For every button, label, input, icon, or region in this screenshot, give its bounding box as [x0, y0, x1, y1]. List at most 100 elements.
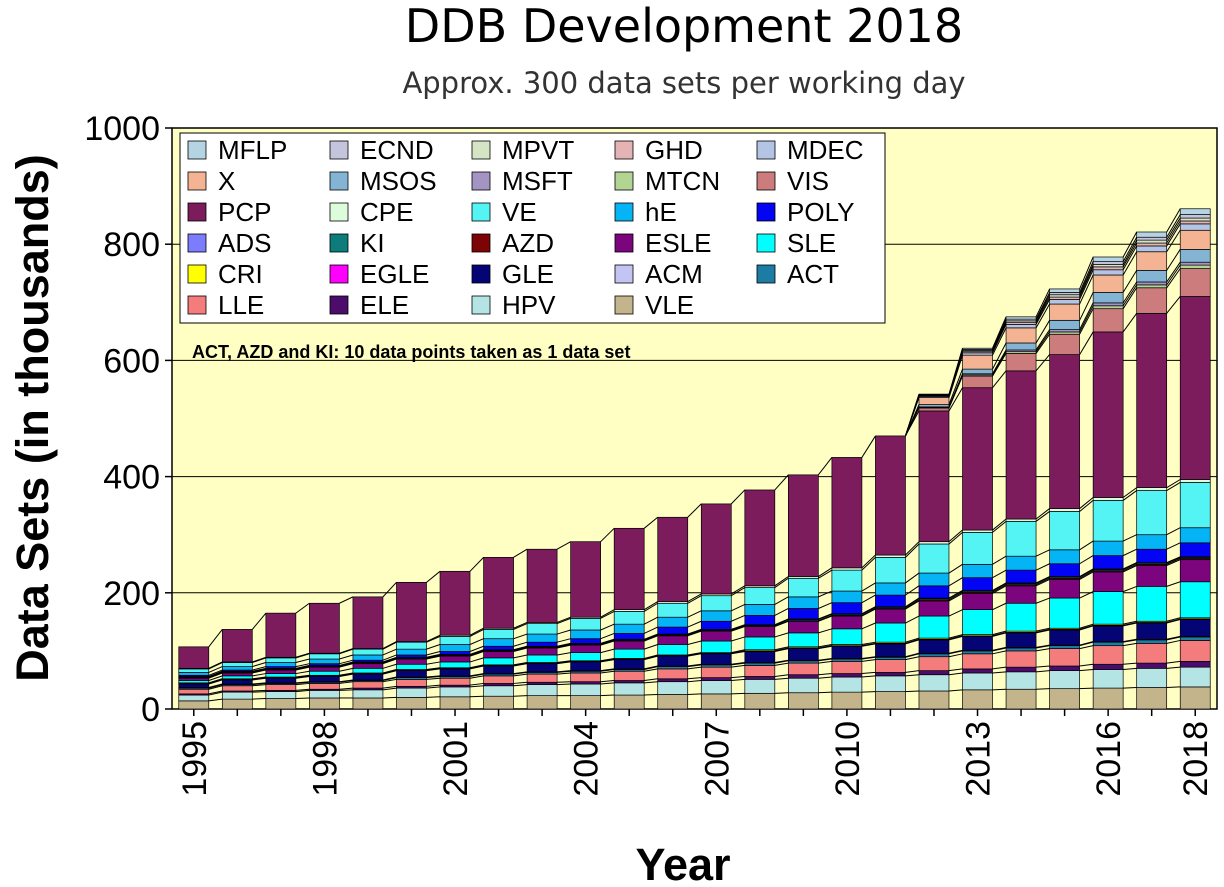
connector-esle	[382, 658, 397, 665]
connector-lle	[774, 662, 789, 666]
bar-segment-esle	[875, 608, 906, 624]
connector-sle	[513, 654, 528, 659]
connector-hpv	[774, 677, 789, 680]
connector-cri	[818, 644, 832, 648]
chart-subtitle: Approx. 300 data sets per working day	[402, 66, 965, 100]
x-axis-ticks: 1995 1998 2001 2004 2007 2010 2013 2016 2018	[176, 709, 1215, 797]
connector-lle	[469, 675, 484, 679]
connector-he	[469, 638, 484, 645]
bar-segment-sle	[396, 663, 427, 670]
connector-mtcn	[1166, 264, 1181, 286]
connector-he	[339, 654, 354, 660]
bar-segment-mpvt	[1136, 239, 1168, 244]
bar-segment-poly	[1136, 548, 1168, 563]
bar-segment-vis	[962, 375, 993, 389]
bar-segment-he	[744, 604, 776, 616]
connector-ele	[905, 670, 920, 673]
legend-swatch-mpvt	[471, 140, 491, 160]
connector-he	[905, 572, 920, 584]
bar-segment-he	[483, 638, 514, 647]
connector-ele	[1036, 665, 1050, 668]
connector-egle	[295, 675, 310, 679]
bar-segment-msos	[1092, 292, 1124, 304]
connector-sle	[905, 615, 920, 624]
legend-swatch-ecnd	[329, 140, 349, 160]
connector-hpv	[1166, 666, 1181, 669]
connector-egle	[687, 652, 702, 657]
connector-acm	[905, 652, 920, 658]
connector-ki	[1079, 569, 1094, 578]
connector-pcp	[730, 489, 746, 505]
bar-segment-sle	[1049, 597, 1080, 629]
bar-segment-sle	[309, 670, 340, 676]
bar-segment-hpv	[526, 684, 558, 696]
bar-segment-ve	[744, 587, 776, 605]
connector-he	[600, 623, 615, 631]
connector-ele	[339, 687, 353, 690]
connector-vle	[861, 691, 876, 693]
bar-segment-esle	[962, 593, 993, 610]
bar-segment-sle	[1092, 591, 1124, 625]
connector-mpvt	[1079, 264, 1094, 295]
bar-segment-gle	[178, 683, 210, 688]
bar-segment-pcp	[1092, 331, 1124, 498]
connector-acm	[687, 663, 702, 667]
connector-cpe	[1079, 497, 1094, 509]
legend-label-mdec: MDEC	[787, 135, 864, 165]
bar-segment-ele	[1005, 666, 1037, 673]
x-tick-label: 2004	[568, 721, 606, 797]
bar-segment-he	[221, 666, 253, 671]
connector-sle	[687, 640, 702, 645]
legend-label-mtcn: MTCN	[645, 166, 720, 196]
connector-pcp	[382, 582, 397, 598]
connector-azd	[513, 646, 528, 652]
bar-segment-pcp	[1136, 312, 1168, 488]
connector-ki	[382, 657, 397, 663]
connector-mpvt	[1035, 294, 1051, 322]
connector-mtcn	[1122, 284, 1138, 307]
bar-segment-he	[439, 644, 471, 652]
connector-ve	[1035, 511, 1050, 522]
connector-azd	[992, 584, 1007, 593]
connector-acm	[339, 679, 354, 683]
bar-segment-ve	[352, 648, 384, 656]
bar-segment-gle	[875, 643, 906, 658]
connector-msft	[1122, 281, 1138, 304]
connector-sle	[731, 636, 745, 642]
connector-pcp	[1122, 313, 1138, 333]
connector-esle	[208, 672, 223, 679]
connector-gle	[1079, 625, 1094, 631]
connector-azd	[1122, 563, 1137, 572]
bar-segment-sle	[526, 654, 558, 663]
connector-ads	[600, 638, 615, 644]
bar-segment-lle	[483, 675, 514, 684]
connector-egle	[1079, 624, 1094, 630]
bar-segment-vle	[744, 692, 776, 710]
connector-mpvt	[1122, 239, 1138, 265]
bar-segment-msos	[1179, 249, 1211, 263]
connector-egle	[731, 650, 745, 654]
bar-segment-gle	[352, 673, 384, 681]
connector-gle	[818, 645, 832, 650]
connector-vle	[687, 693, 702, 695]
bar-segment-gle	[1005, 632, 1037, 648]
bar-segment-hpv	[439, 686, 471, 698]
bar-segment-he	[1179, 527, 1211, 544]
connector-cpe	[382, 641, 397, 650]
connector-azd	[556, 644, 571, 648]
connector-pcp	[469, 557, 484, 572]
bar-segment-pcp	[352, 596, 384, 649]
connector-lle	[557, 672, 571, 675]
connector-egle	[469, 664, 484, 669]
bar-segment-mdec	[1092, 269, 1124, 276]
bar-segment-esle	[1136, 565, 1168, 587]
connector-mflp	[948, 348, 964, 395]
y-tick-label: 800	[103, 226, 160, 264]
connector-hpv	[905, 674, 920, 677]
legend-swatch-ve	[471, 202, 491, 222]
bar-segment-ve	[1049, 511, 1080, 551]
connector-egle	[513, 662, 528, 666]
bar-segment-pcp	[1179, 296, 1211, 480]
connector-cpe	[818, 567, 833, 577]
